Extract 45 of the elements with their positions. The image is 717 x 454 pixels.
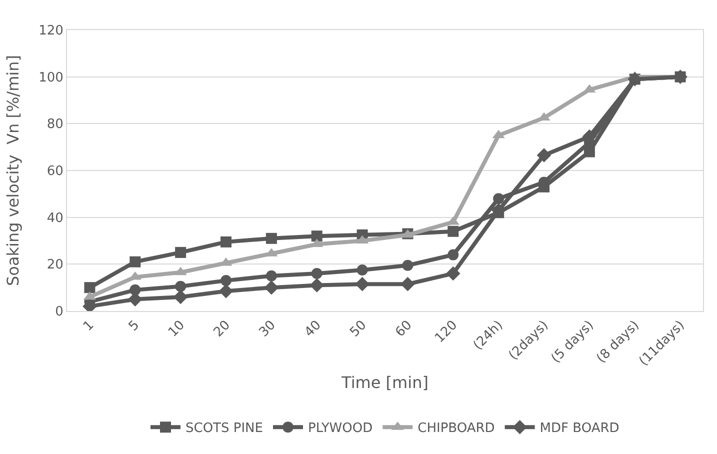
point <box>311 230 322 242</box>
y-tick-label: 20 <box>46 258 64 273</box>
x-tick-label: 120 <box>432 318 461 346</box>
point <box>310 278 324 292</box>
point <box>84 282 96 294</box>
x-tick-label: 20 <box>211 318 234 340</box>
legend-label: SCOTS PINE <box>186 421 263 436</box>
point <box>220 236 232 248</box>
x-axis-title: Time [min] <box>340 372 428 392</box>
point <box>220 275 232 286</box>
y-tick-label: 60 <box>46 164 64 180</box>
point <box>536 148 552 162</box>
point <box>355 276 370 292</box>
point <box>266 270 277 282</box>
point <box>218 284 234 298</box>
x-tick-label: 5 <box>126 318 143 334</box>
y-tick-label: 120 <box>38 24 64 39</box>
point <box>402 260 414 271</box>
x-tick-label: 30 <box>256 318 279 340</box>
point <box>311 268 322 280</box>
point <box>448 226 459 237</box>
x-tick-label: 1 <box>80 318 98 334</box>
point <box>493 193 504 204</box>
x-tick-label: 10 <box>166 318 188 340</box>
y-tick-label: 100 <box>38 70 64 86</box>
point <box>266 232 277 244</box>
point <box>356 264 368 276</box>
x-tick-label: 60 <box>392 318 416 340</box>
y-axis-title: Soaking velocity Vn [%/min] <box>3 55 22 286</box>
point <box>264 280 279 295</box>
legend-label: CHIPBOARD <box>418 421 495 436</box>
legend-label: MDF BOARD <box>540 421 620 436</box>
point <box>175 246 186 258</box>
point <box>446 266 460 281</box>
point <box>173 290 188 304</box>
x-tick-label: 40 <box>302 318 324 340</box>
legend-label: PLYWOOD <box>308 421 373 436</box>
point <box>175 280 186 292</box>
y-tick-label: 40 <box>46 210 64 226</box>
x-tick-label: 50 <box>347 318 370 340</box>
y-tick-label: 0 <box>55 304 64 320</box>
point <box>400 276 415 292</box>
y-tick-label: 80 <box>46 117 64 132</box>
point <box>448 249 459 260</box>
point <box>130 256 141 268</box>
